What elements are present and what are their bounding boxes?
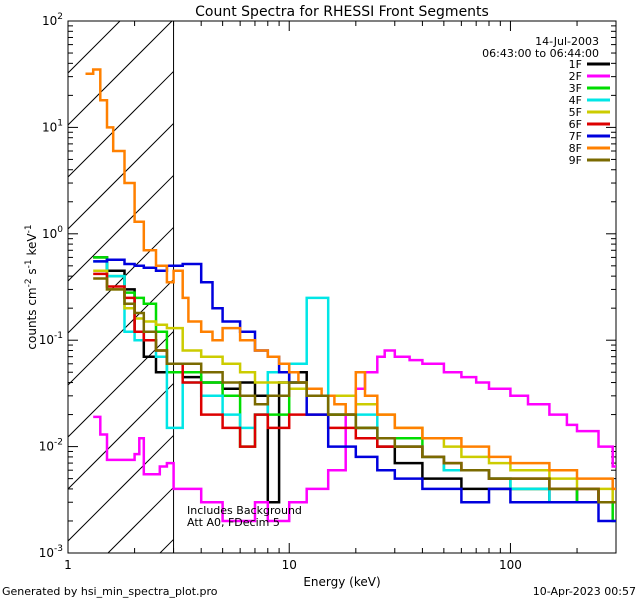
hatch-line	[68, 21, 121, 74]
y-tick-label-base: 10	[39, 333, 54, 347]
y-tick-label: 100	[42, 225, 63, 241]
date-label: 14-Jul-2003	[535, 35, 599, 48]
y-tick-label-exponent: -3	[54, 544, 63, 554]
legend-label-4f: 4F	[569, 94, 582, 107]
y-axis-title-part3: keV	[25, 233, 39, 260]
y-axis-title-part2: s	[25, 268, 39, 278]
y-tick-label-base: 10	[42, 14, 57, 28]
y-tick-label-base: 10	[42, 227, 57, 241]
hatch-line	[68, 279, 174, 386]
legend-label-5f: 5F	[569, 106, 582, 119]
y-tick-label-exponent: 0	[57, 225, 63, 235]
x-tick-labels: 1 10 100	[64, 558, 522, 572]
hatch-line	[68, 175, 174, 282]
y-tick-label-base: 10	[39, 546, 54, 560]
y-tick-label-base: 10	[39, 440, 54, 454]
hatch-line	[68, 227, 174, 334]
legend-label-9f: 9F	[569, 154, 582, 167]
spectra-series	[85, 68, 616, 523]
y-axis-title-sup3: -1	[24, 224, 34, 233]
y-tick-label: 10-1	[39, 331, 63, 347]
y-tick-label-base: 10	[42, 120, 57, 134]
hatch-line	[68, 435, 174, 542]
y-tick-label-exponent: -1	[54, 331, 63, 341]
series-9f	[93, 277, 616, 504]
hatch-line	[68, 71, 174, 178]
legend-label-6f: 6F	[569, 118, 582, 131]
x-tick-label: 10	[282, 558, 297, 572]
footer-timestamp: 10-Apr-2023 00:57	[533, 585, 636, 598]
x-tick-label: 1	[64, 558, 72, 572]
hatched-background-region	[68, 21, 174, 553]
hatch-line	[159, 539, 174, 553]
x-axis-title: Energy (keV)	[303, 575, 380, 589]
annotation-attenuator: Att A0, FDecim 5	[187, 516, 280, 529]
legend-label-8f: 8F	[569, 142, 582, 155]
y-tick-label-exponent: -2	[54, 438, 63, 448]
hatch-line	[68, 331, 174, 438]
axis-ticks	[67, 20, 617, 554]
x-tick-label: 100	[499, 558, 522, 572]
y-tick-label: 101	[42, 118, 63, 134]
legend-label-2f: 2F	[569, 70, 582, 83]
y-axis-title-sup2: -1	[24, 259, 34, 268]
chart-title: Count Spectra for RHESSI Front Segments	[195, 4, 489, 20]
hatch-line	[107, 487, 174, 553]
time-range-label: 06:43:00 to 06:44:00	[482, 47, 599, 60]
y-tick-label: 10-2	[39, 438, 63, 454]
hatch-line	[68, 383, 174, 490]
y-tick-label-exponent: 1	[57, 118, 63, 128]
plot-frame	[67, 20, 617, 554]
legend-label-1f: 1F	[569, 58, 582, 71]
hatch-line	[68, 21, 173, 126]
y-tick-label-exponent: 2	[57, 12, 63, 22]
legend-label-3f: 3F	[569, 82, 582, 95]
y-axis-title-part1: counts cm	[25, 287, 39, 349]
y-tick-label: 102	[42, 12, 63, 28]
footer-generated-by: Generated by hsi_min_spectra_plot.pro	[2, 585, 218, 598]
y-tick-label: 10-3	[39, 544, 63, 560]
series-8f	[85, 68, 616, 491]
legend-label-7f: 7F	[569, 130, 582, 143]
y-axis-title: counts cm-2 s-1 keV-1	[24, 224, 39, 349]
y-axis-title-sup1: -2	[24, 278, 34, 287]
annotation-background: Includes Background	[187, 504, 302, 517]
hatch-line	[68, 123, 174, 230]
